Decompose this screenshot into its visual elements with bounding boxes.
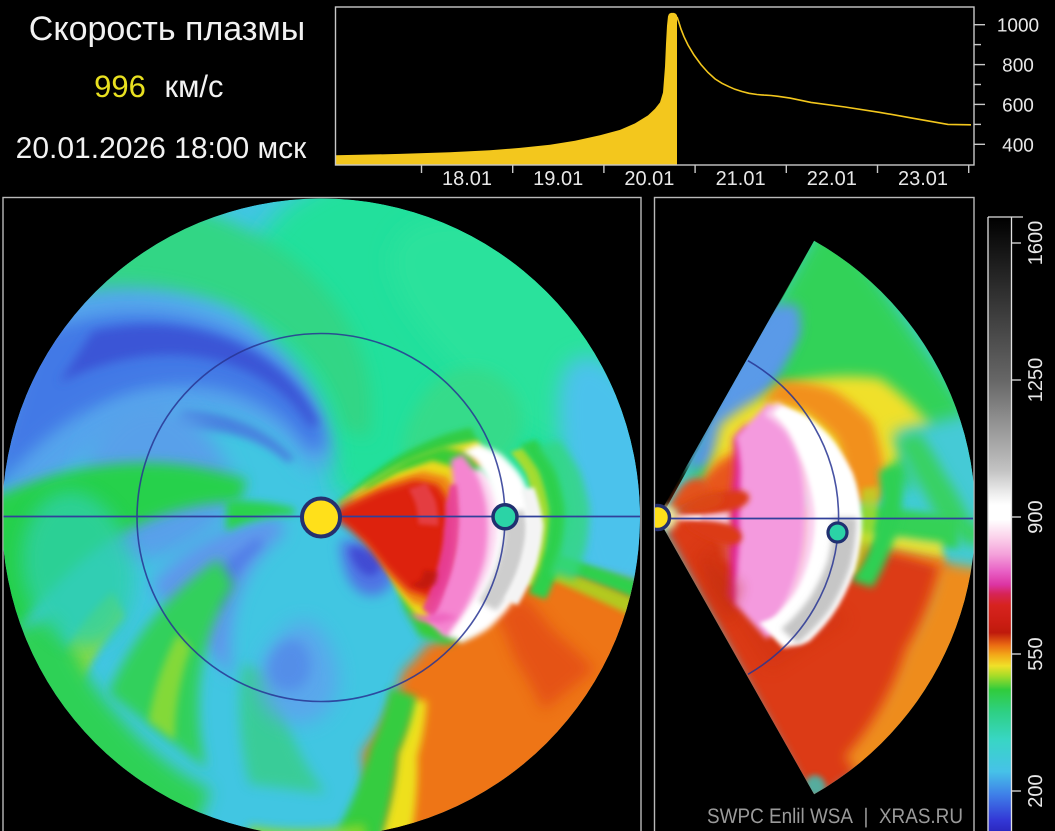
- svg-text:SWPC Enlil WSA | XRAS.RU: SWPC Enlil WSA | XRAS.RU: [707, 805, 963, 828]
- svg-text:21.01: 21.01: [716, 168, 766, 190]
- svg-text:900: 900: [1025, 500, 1047, 533]
- svg-text:800: 800: [1002, 56, 1034, 77]
- svg-text:20.01.2026 18:00 мск: 20.01.2026 18:00 мск: [16, 132, 308, 165]
- svg-text:1600: 1600: [1025, 221, 1047, 266]
- svg-text:20.01: 20.01: [624, 168, 674, 190]
- svg-text:19.01: 19.01: [533, 168, 583, 190]
- svg-text:400: 400: [1002, 135, 1034, 156]
- svg-text:1250: 1250: [1025, 358, 1047, 403]
- svg-text:18.01: 18.01: [442, 168, 492, 190]
- svg-text:23.01: 23.01: [898, 168, 948, 190]
- svg-text:1000: 1000: [997, 16, 1039, 37]
- svg-text:22.01: 22.01: [807, 168, 857, 190]
- svg-text:996: 996: [94, 69, 146, 104]
- svg-text:Скорость плазмы: Скорость плазмы: [29, 10, 305, 48]
- svg-text:200: 200: [1025, 774, 1047, 807]
- svg-text:550: 550: [1025, 637, 1047, 670]
- svg-text:км/с: км/с: [165, 69, 224, 104]
- svg-text:600: 600: [1002, 95, 1034, 116]
